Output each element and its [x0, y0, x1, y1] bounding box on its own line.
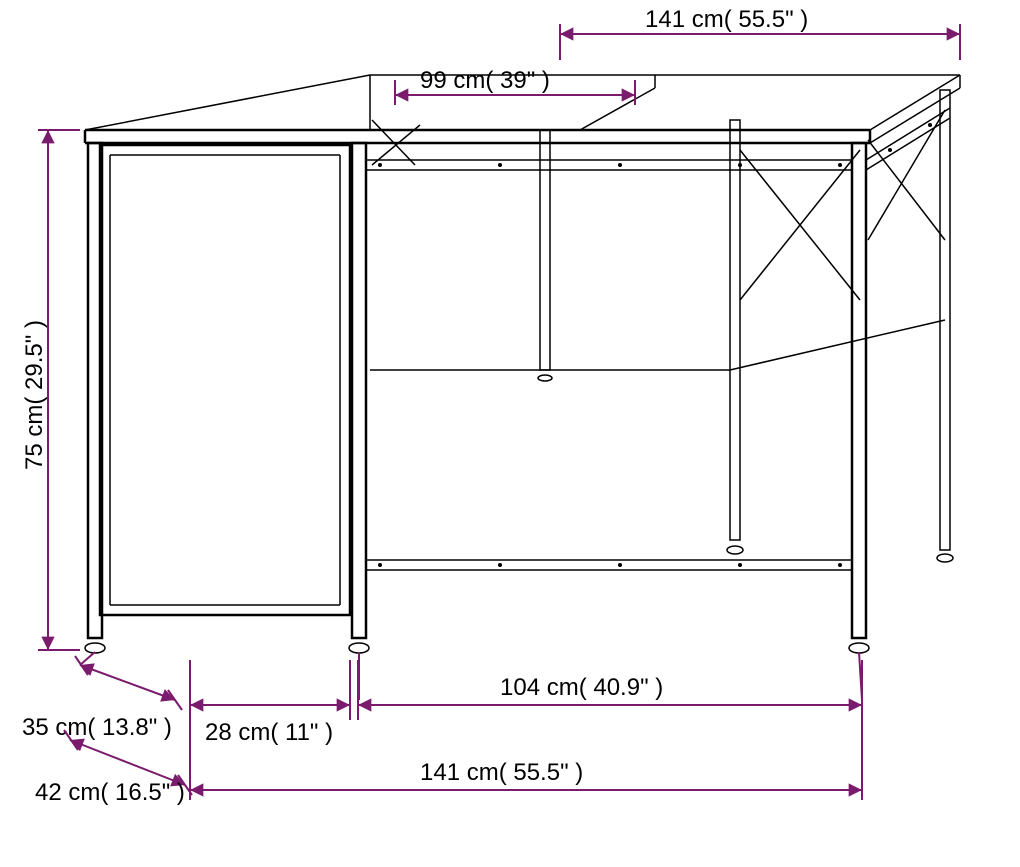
dim-top-depth-label: 141 cm( 55.5" ) [645, 6, 808, 33]
dim-top-inner-label: 99 cm( 39" ) [420, 67, 550, 94]
dim-open-w-label: 104 cm( 40.9" ) [500, 674, 663, 701]
dim-depth-lower: 42 cm( 16.5" ) [35, 730, 192, 806]
dimension-lines: 141 cm( 55.5" ) 99 cm( 39" ) 75 cm( 29.5… [21, 6, 960, 806]
dim-depth-upper-label: 35 cm( 13.8" ) [22, 714, 172, 741]
left-cabinet [100, 145, 350, 615]
dim-top-depth: 141 cm( 55.5" ) [560, 6, 960, 60]
dim-cabinet-w-label: 28 cm( 11" ) [205, 719, 333, 746]
desk-object [85, 75, 960, 653]
dim-height-label: 75 cm( 29.5" ) [21, 320, 48, 470]
dim-total-w: 141 cm( 55.5" ) [190, 759, 862, 790]
frame-bars [366, 108, 950, 570]
legs [85, 90, 953, 653]
dim-depth-upper: 35 35 cm( 13.8" ) [22, 656, 182, 741]
dim-cabinet-w: 28 cm( 11" ) [190, 660, 350, 800]
dim-depth-lower-label: 42 cm( 16.5" ) [35, 779, 185, 806]
dim-height: 75 cm( 29.5" ) [21, 130, 80, 650]
dim-top-inner: 99 cm( 39" ) [395, 67, 635, 105]
dim-total-w-label: 141 cm( 55.5" ) [420, 759, 583, 786]
dimensioned-desk-diagram: :root { --dim-color: #7a1b6d; } [0, 0, 1020, 867]
